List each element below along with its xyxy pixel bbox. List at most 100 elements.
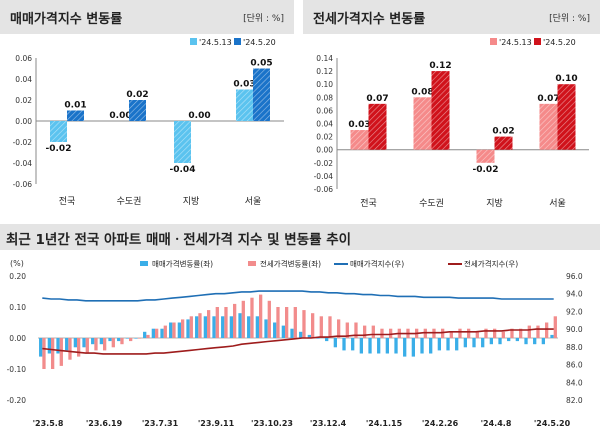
sale-category-label: 지방 <box>183 196 200 207</box>
sale-data-label: -0.04 <box>170 165 196 175</box>
ts-jeonse-bar <box>285 307 289 338</box>
ts-left-tick: -0.10 <box>7 365 27 374</box>
ts-sale-bar <box>429 338 433 354</box>
ts-jeonse-bar <box>189 316 193 338</box>
jeonse-panel-unit: [단위 : %] <box>549 14 590 24</box>
ts-sale-bar <box>203 316 207 338</box>
ts-jeonse-bar <box>224 307 228 338</box>
ts-jeonse-bar <box>380 328 384 338</box>
ts-jeonse-bar <box>68 338 72 360</box>
ts-sale-bar <box>39 338 43 357</box>
ts-sale-bar <box>368 338 372 354</box>
ts-x-label: '24.2.26 <box>422 419 459 428</box>
ts-left-tick: 0.10 <box>9 303 26 312</box>
sale-bar-prev <box>50 121 67 142</box>
ts-jeonse-bar <box>458 328 462 338</box>
sale-data-label: 0.00 <box>109 111 131 121</box>
ts-x-label: '24.1.15 <box>366 419 403 428</box>
jeonse-ytick-label: 0.14 <box>316 54 333 63</box>
sale-category-label: 서울 <box>245 196 262 207</box>
ts-x-label: '23.6.19 <box>86 419 123 428</box>
ts-sale-bar <box>255 316 259 338</box>
ts-jeonse-bar <box>181 319 185 338</box>
ts-sale-bar <box>186 319 190 338</box>
ts-sale-bar <box>143 331 147 338</box>
jeonse-bar-prev <box>350 130 369 150</box>
ts-sale-bar <box>498 338 502 345</box>
jeonse-legend-label-0: '24.5.13 <box>499 38 532 47</box>
ts-jeonse-bar <box>319 316 323 338</box>
jeonse-bar-prev <box>413 97 432 150</box>
ts-sale-bar <box>56 338 60 354</box>
ts-sale-bar <box>351 338 355 351</box>
ts-jeonse-bar <box>302 310 306 338</box>
ts-sale-bar <box>281 325 285 338</box>
ts-sale-bar <box>307 334 311 338</box>
ts-jeonse-bar <box>215 307 219 338</box>
sale-ytick-label: -0.02 <box>13 138 33 147</box>
ts-jeonse-bar <box>545 322 549 338</box>
sale-data-label: 0.00 <box>188 111 210 121</box>
jeonse-bar-curr <box>368 103 387 150</box>
sale-category-label: 수도권 <box>117 195 142 207</box>
ts-sale-bar <box>160 328 164 338</box>
timeseries-header: 최근 1년간 전국 아파트 매매ㆍ전세가격 지수 및 변동률 추이 <box>0 224 600 250</box>
sale-ytick-label: -0.06 <box>13 180 33 189</box>
ts-sale-bar <box>91 338 95 345</box>
ts-sale-bar <box>446 338 450 351</box>
ts-jeonse-bar <box>293 307 297 338</box>
ts-jeonse-bar <box>42 338 46 369</box>
ts-sale-bar <box>455 338 459 351</box>
jeonse-ytick-label: -0.06 <box>314 185 334 194</box>
sale-data-label: 0.03 <box>233 80 255 90</box>
ts-sale-bar <box>151 328 155 338</box>
ts-sale-bar <box>82 338 86 348</box>
ts-sale-bar <box>47 338 51 354</box>
ts-jeonse-bar <box>59 338 63 366</box>
ts-jeonse-bar <box>345 322 349 338</box>
ts-left-unit: (%) <box>10 259 24 268</box>
jeonse-legend-swatch-1 <box>534 38 541 45</box>
sale-ytick-label: -0.04 <box>13 159 33 168</box>
ts-sale-bar <box>489 338 493 345</box>
sale-bar-prev <box>236 89 253 121</box>
ts-sale-bar <box>342 338 346 351</box>
jeonse-ytick-label: 0.12 <box>316 67 333 76</box>
ts-right-tick: 84.0 <box>566 378 583 387</box>
ts-sale-bar <box>377 338 381 354</box>
ts-jeonse-bar <box>259 294 263 338</box>
jeonse-ytick-label: 0.08 <box>316 93 333 102</box>
ts-jeonse-bar <box>129 338 133 342</box>
jeonse-ytick-label: 0.00 <box>316 146 333 155</box>
jeonse-data-label: 0.07 <box>537 94 559 104</box>
ts-jeonse-bar <box>441 328 445 338</box>
ts-sale-bar <box>481 338 485 348</box>
ts-x-label: '23.10.23 <box>251 419 293 428</box>
ts-sale-bar <box>212 316 216 338</box>
jeonse-category-label: 서울 <box>549 198 566 209</box>
sale-change-chart: '24.5.13 '24.5.20 0.06 0.04 0.02 0.00 -0.02 -0.… <box>13 38 284 207</box>
ts-left-tick: -0.20 <box>7 396 27 405</box>
ts-legend-swatch-1 <box>248 261 256 266</box>
jeonse-bar-curr <box>557 84 576 150</box>
ts-jeonse-bar <box>51 338 55 369</box>
ts-sale-bar <box>437 338 441 351</box>
ts-jeonse-index-line <box>42 328 554 355</box>
jeonse-ytick-label: 0.06 <box>316 106 333 115</box>
ts-sale-bar <box>524 338 528 345</box>
ts-jeonse-bar <box>250 297 254 338</box>
ts-left-tick: 0.00 <box>9 334 26 343</box>
ts-legend-label-2: 매매가격지수(우) <box>350 259 404 269</box>
ts-right-tick: 92.0 <box>566 307 583 316</box>
ts-sale-bar <box>472 338 476 348</box>
ts-jeonse-bar <box>363 325 367 338</box>
ts-sale-bar <box>333 338 337 348</box>
ts-sale-bar <box>221 316 225 338</box>
jeonse-category-label: 수도권 <box>419 197 444 209</box>
ts-left-tick: 0.20 <box>9 272 26 281</box>
ts-jeonse-bar <box>267 300 271 338</box>
jeonse-data-label: 0.03 <box>348 120 370 130</box>
ts-jeonse-bar <box>276 307 280 338</box>
ts-jeonse-bar <box>155 328 159 338</box>
jeonse-legend-label-1: '24.5.20 <box>543 38 576 47</box>
